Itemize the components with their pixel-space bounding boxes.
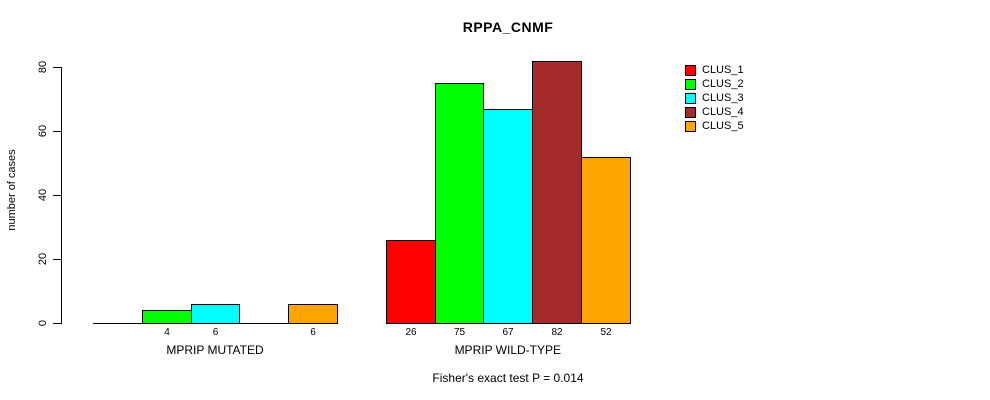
zero-bar-clus_1-group1 [93, 323, 143, 324]
y-tick-label: 80 [37, 60, 49, 74]
bar-clus_4-group2 [532, 61, 582, 324]
legend-swatch-clus_4 [685, 107, 696, 118]
legend-swatch-clus_3 [685, 93, 696, 104]
bar-value-label: 6 [212, 327, 219, 338]
bar-clus_5-group2 [581, 157, 631, 324]
category-label: MPRIP WILD-TYPE [454, 343, 562, 357]
bar-clus_3-group1 [191, 304, 240, 324]
y-tick-mark [53, 67, 61, 68]
bar-value-label: 52 [600, 327, 612, 338]
bar-value-label: 67 [502, 327, 514, 338]
zero-bar-clus_4-group1 [239, 323, 289, 324]
chart-title: RPPA_CNMF [462, 19, 554, 35]
bar-value-label: 26 [405, 327, 417, 338]
y-tick-label: 20 [37, 252, 49, 266]
legend-swatch-clus_2 [685, 79, 696, 90]
y-tick-mark [53, 259, 61, 260]
bar-value-label: 6 [310, 327, 316, 338]
legend-swatch-clus_5 [685, 121, 696, 132]
bar-clus_2-group1 [142, 310, 192, 324]
legend-item-clus_3: CLUS_3 [685, 92, 744, 105]
legend-item-clus_1: CLUS_1 [685, 64, 744, 77]
legend-item-label: CLUS_4 [702, 106, 744, 118]
legend-item-label: CLUS_3 [702, 92, 744, 104]
bar-value-label: 82 [551, 327, 563, 338]
bar-clus_1-group2 [386, 240, 436, 324]
y-tick-mark [53, 195, 61, 196]
legend-item-clus_2: CLUS_2 [685, 78, 744, 91]
bar-value-label: 75 [453, 327, 466, 338]
legend-item-label: CLUS_1 [702, 64, 744, 76]
y-tick-label: 0 [37, 319, 49, 327]
legend-item-clus_4: CLUS_4 [685, 106, 744, 119]
legend-swatch-clus_1 [685, 65, 696, 76]
legend-item-label: CLUS_2 [702, 78, 744, 90]
y-tick-mark [53, 131, 61, 132]
y-tick-mark [53, 323, 61, 324]
y-tick-label: 60 [37, 124, 49, 138]
bar-clus_3-group2 [483, 109, 533, 324]
legend-item-label: CLUS_5 [702, 120, 744, 132]
legend-item-clus_5: CLUS_5 [685, 120, 744, 133]
y-tick-label: 40 [37, 188, 49, 202]
y-axis-label-text: number of cases [6, 149, 18, 231]
bar-clus_5-group1 [288, 304, 338, 324]
fishers-test-annotation: Fisher's exact test P = 0.014 [432, 371, 584, 385]
category-label: MPRIP MUTATED [166, 343, 264, 357]
y-axis-line [61, 67, 62, 324]
bar-value-label: 4 [164, 327, 170, 338]
bar-clus_2-group2 [435, 83, 484, 324]
